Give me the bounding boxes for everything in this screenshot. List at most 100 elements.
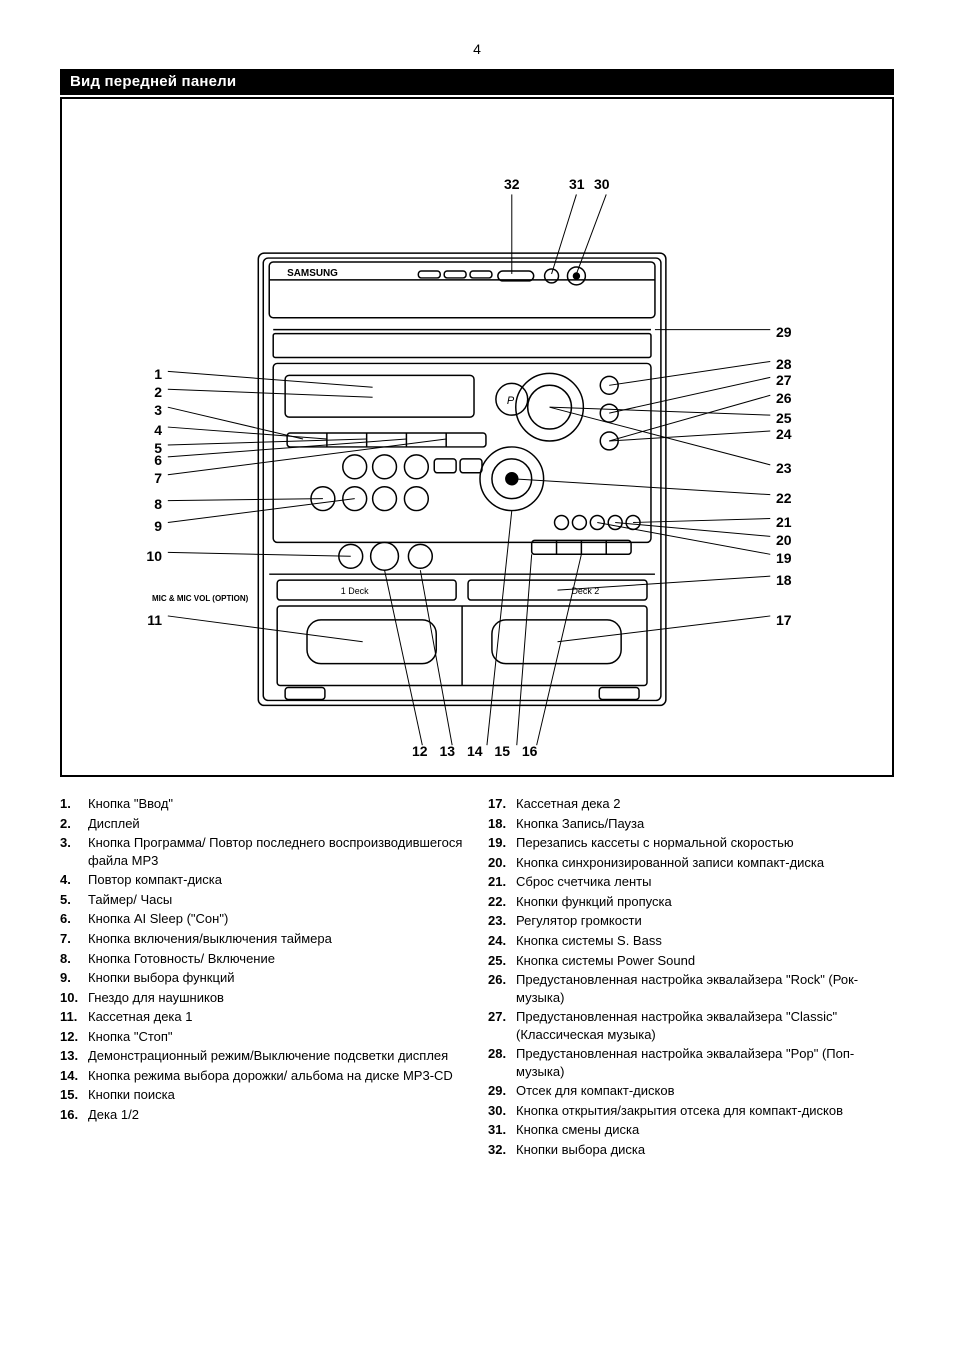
legend-item: 23. Регулятор громкости (488, 912, 894, 930)
callout-left-4: 4 (142, 421, 162, 440)
legend-item: 22. Кнопки функций пропуска (488, 893, 894, 911)
legend-item-number: 26. (488, 971, 510, 1006)
legend-item-text: Перезапись кассеты с нормальной скорость… (516, 834, 794, 852)
legend-item-text: Кнопки функций пропуска (516, 893, 672, 911)
legend-item-text: Дека 1/2 (88, 1106, 139, 1124)
legend-item: 7. Кнопка включения/выключения таймера (60, 930, 466, 948)
callout-right-20: 20 (776, 531, 792, 550)
svg-text:P: P (507, 395, 515, 407)
legend-item-number: 10. (60, 989, 82, 1007)
bottom-callouts: 12 13 14 15 16 (412, 742, 537, 761)
legend-item-text: Кассетная дека 2 (516, 795, 620, 813)
legend-item: 8. Кнопка Готовность/ Включение (60, 950, 466, 968)
callout-right-22: 22 (776, 489, 792, 508)
legend-item-text: Кнопка режима выбора дорожки/ альбома на… (88, 1067, 453, 1085)
callout-top-31: 31 (569, 175, 585, 194)
mic-option-label: MIC & MIC VOL (OPTION) (152, 594, 248, 605)
legend-item-text: Кнопка Готовность/ Включение (88, 950, 275, 968)
legend-item: 19. Перезапись кассеты с нормальной скоро… (488, 834, 894, 852)
legend-item-number: 23. (488, 912, 510, 930)
legend-item-text: Кнопка системы Power Sound (516, 952, 695, 970)
callout-right-17: 17 (776, 611, 792, 630)
legend-item-number: 22. (488, 893, 510, 911)
legend-item: 6. Кнопка AI Sleep ("Сон") (60, 910, 466, 928)
legend-item-text: Демонстрационный режим/Выключение подсве… (88, 1047, 448, 1065)
legend-item-number: 13. (60, 1047, 82, 1065)
legend-item: 10.Гнездо для наушников (60, 989, 466, 1007)
legend-item-number: 29. (488, 1082, 510, 1100)
legend-item-text: Кнопки поиска (88, 1086, 175, 1104)
legend-item-number: 12. (60, 1028, 82, 1046)
callout-right-27: 27 (776, 371, 792, 390)
callout-right-26: 26 (776, 389, 792, 408)
legend-item-number: 2. (60, 815, 82, 833)
page: 4 Вид передней панели SAMSUNG (0, 0, 954, 1221)
legend-item: 4.Повтор компакт-диска (60, 871, 466, 889)
svg-text:SAMSUNG: SAMSUNG (287, 268, 338, 279)
legend-item: 13. Демонстрационный режим/Выключение под… (60, 1047, 466, 1065)
legend-item-text: Кнопки выбора диска (516, 1141, 645, 1159)
legend-columns: 1.Кнопка "Ввод"2.Дисплей3.Кнопка Програм… (60, 795, 894, 1160)
legend-item-number: 32. (488, 1141, 510, 1159)
legend-item-text: Таймер/ Часы (88, 891, 172, 909)
legend-item-number: 18. (488, 815, 510, 833)
legend-item-number: 20. (488, 854, 510, 872)
legend-item-number: 25. (488, 952, 510, 970)
legend-item: 14. Кнопка режима выбора дорожки/ альбома… (60, 1067, 466, 1085)
legend-item: 21.Сброс счетчика ленты (488, 873, 894, 891)
legend-item-number: 16. (60, 1106, 82, 1124)
legend-item-number: 1. (60, 795, 82, 813)
legend-item-text: Кнопка смены диска (516, 1121, 639, 1139)
legend-item: 9.Кнопки выбора функций (60, 969, 466, 987)
legend-item-text: Кассетная дека 1 (88, 1008, 192, 1026)
section-title-bar: Вид передней панели (60, 69, 894, 95)
callout-left-8: 8 (142, 495, 162, 514)
callout-top-30: 30 (594, 175, 610, 194)
legend-item-text: Регулятор громкости (516, 912, 642, 930)
callout-left-6: 6 (142, 451, 162, 470)
legend-item: 11. Кассетная дека 1 (60, 1008, 466, 1026)
callout-left-3: 3 (142, 401, 162, 420)
legend-item-number: 3. (60, 834, 82, 869)
legend-item-text: Предустановленная настройка эквалайзера … (516, 1008, 894, 1043)
legend-item: 30. Кнопка открытия/закрытия отсека для к… (488, 1102, 894, 1120)
legend-item-number: 8. (60, 950, 82, 968)
callout-left-2: 2 (142, 383, 162, 402)
callout-left-1: 1 (142, 365, 162, 384)
legend-item-text: Кнопка "Стоп" (88, 1028, 173, 1046)
legend-item-number: 7. (60, 930, 82, 948)
callout-right-21: 21 (776, 513, 792, 532)
legend-item-text: Кнопка AI Sleep ("Сон") (88, 910, 228, 928)
legend-item: 29.Отсек для компакт-дисков (488, 1082, 894, 1100)
legend-item-number: 21. (488, 873, 510, 891)
legend-item-number: 28. (488, 1045, 510, 1080)
legend-item-number: 11. (60, 1008, 82, 1026)
page-number: 4 (60, 40, 894, 59)
legend-item: 25. Кнопка системы Power Sound (488, 952, 894, 970)
legend-item-number: 30. (488, 1102, 510, 1120)
legend-item: 32. Кнопки выбора диска (488, 1141, 894, 1159)
legend-item-number: 19. (488, 834, 510, 852)
legend-item-text: Кнопка открытия/закрытия отсека для комп… (516, 1102, 843, 1120)
legend-item-number: 14. (60, 1067, 82, 1085)
legend-item-number: 27. (488, 1008, 510, 1043)
callout-left-9: 9 (142, 517, 162, 536)
legend-item-number: 17. (488, 795, 510, 813)
legend-item: 27. Предустановленная настройка эквалайзе… (488, 1008, 894, 1043)
legend-item-number: 5. (60, 891, 82, 909)
callout-right-19: 19 (776, 549, 792, 568)
legend-item-number: 6. (60, 910, 82, 928)
legend-item-number: 24. (488, 932, 510, 950)
legend-item-number: 4. (60, 871, 82, 889)
legend-item-text: Предустановленная настройка эквалайзера … (516, 1045, 894, 1080)
legend-item-text: Кнопка Запись/Пауза (516, 815, 644, 833)
legend-left-column: 1.Кнопка "Ввод"2.Дисплей3.Кнопка Програм… (60, 795, 466, 1160)
legend-item: 28. Предустановленная настройка эквалайзе… (488, 1045, 894, 1080)
legend-item: 24. Кнопка системы S. Bass (488, 932, 894, 950)
legend-right-column: 17. Кассетная дека 2 18. Кнопка Запись/Пауз… (488, 795, 894, 1160)
svg-text:1 Deck: 1 Deck (341, 586, 369, 596)
legend-item-text: Кнопка включения/выключения таймера (88, 930, 332, 948)
legend-item-text: Кнопка системы S. Bass (516, 932, 662, 950)
callout-left-11: 11 (142, 611, 162, 630)
legend-item: 26.Предустановленная настройка эквалайзе… (488, 971, 894, 1006)
